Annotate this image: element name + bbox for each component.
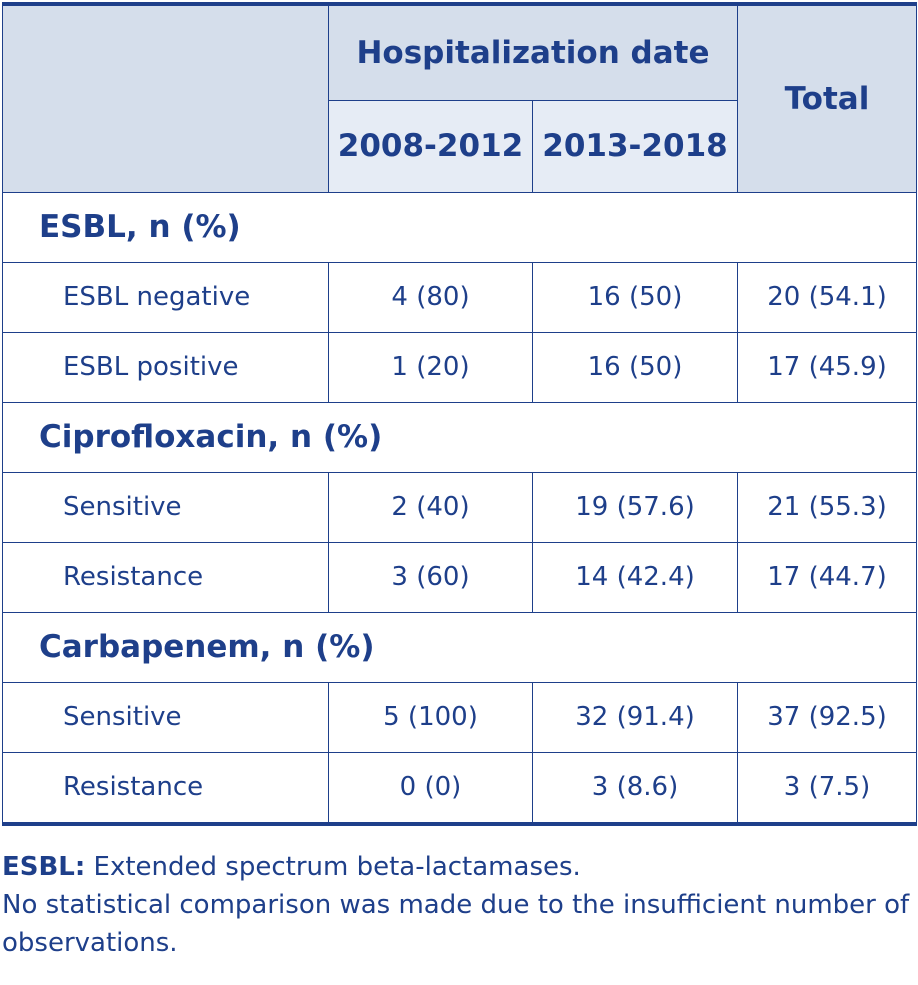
- header-2008-2012: 2008-2012: [328, 99, 533, 193]
- row-label: Resistance: [2, 751, 329, 826]
- table-footnotes: ESBL: Extended spectrum beta-lactamases.…: [2, 848, 916, 962]
- row-label: ESBL positive: [2, 331, 329, 403]
- cell-2013-2018: 16 (50): [532, 331, 738, 403]
- cell-2013-2018: 3 (8.6): [532, 751, 738, 826]
- cell-2008-2012: 4 (80): [328, 261, 533, 333]
- row-label: ESBL negative: [2, 261, 329, 333]
- footnote-abbr-text: Extended spectrum beta-lactamases.: [85, 852, 581, 882]
- cell-2008-2012: 2 (40): [328, 471, 533, 543]
- header-hospitalization-date: Hospitalization date: [328, 2, 738, 101]
- section-title: ESBL, n (%): [2, 191, 917, 263]
- table-row: Resistance 0 (0) 3 (8.6) 3 (7.5): [2, 751, 917, 826]
- section-title: Carbapenem, n (%): [2, 611, 917, 683]
- table-header: Hospitalization date Total 2008-2012 201…: [2, 2, 917, 193]
- header-empty-cell: [2, 2, 329, 193]
- row-label: Sensitive: [2, 681, 329, 753]
- cell-2013-2018: 32 (91.4): [532, 681, 738, 753]
- cell-total: 20 (54.1): [737, 261, 917, 333]
- cell-2008-2012: 3 (60): [328, 541, 533, 613]
- row-label: Resistance: [2, 541, 329, 613]
- results-table: Hospitalization date Total 2008-2012 201…: [2, 2, 917, 826]
- cell-2008-2012: 5 (100): [328, 681, 533, 753]
- table-row: ESBL positive 1 (20) 16 (50) 17 (45.9): [2, 331, 917, 403]
- table-row: Resistance 3 (60) 14 (42.4) 17 (44.7): [2, 541, 917, 613]
- header-total: Total: [737, 2, 917, 193]
- table-row: ESBL negative 4 (80) 16 (50) 20 (54.1): [2, 261, 917, 333]
- cell-total: 17 (45.9): [737, 331, 917, 403]
- table-body: ESBL, n (%) ESBL negative 4 (80) 16 (50)…: [2, 191, 917, 826]
- cell-2013-2018: 19 (57.6): [532, 471, 738, 543]
- cell-total: 3 (7.5): [737, 751, 917, 826]
- row-label: Sensitive: [2, 471, 329, 543]
- section-title: Ciprofloxacin, n (%): [2, 401, 917, 473]
- cell-2008-2012: 0 (0): [328, 751, 533, 826]
- cell-2013-2018: 14 (42.4): [532, 541, 738, 613]
- cell-2008-2012: 1 (20): [328, 331, 533, 403]
- cell-total: 21 (55.3): [737, 471, 917, 543]
- table-row: Sensitive 2 (40) 19 (57.6) 21 (55.3): [2, 471, 917, 543]
- footnote-abbreviation: ESBL: Extended spectrum beta-lactamases.: [2, 848, 916, 886]
- header-2013-2018: 2013-2018: [532, 99, 738, 193]
- footnote-abbr-term: ESBL:: [2, 852, 86, 882]
- cell-total: 37 (92.5): [737, 681, 917, 753]
- section-row-ciprofloxacin: Ciprofloxacin, n (%): [2, 401, 917, 473]
- footnote-note: No statistical comparison was made due t…: [2, 890, 910, 958]
- section-row-carbapenem: Carbapenem, n (%): [2, 611, 917, 683]
- cell-2013-2018: 16 (50): [532, 261, 738, 333]
- table-row: Sensitive 5 (100) 32 (91.4) 37 (92.5): [2, 681, 917, 753]
- section-row-esbl: ESBL, n (%): [2, 191, 917, 263]
- cell-total: 17 (44.7): [737, 541, 917, 613]
